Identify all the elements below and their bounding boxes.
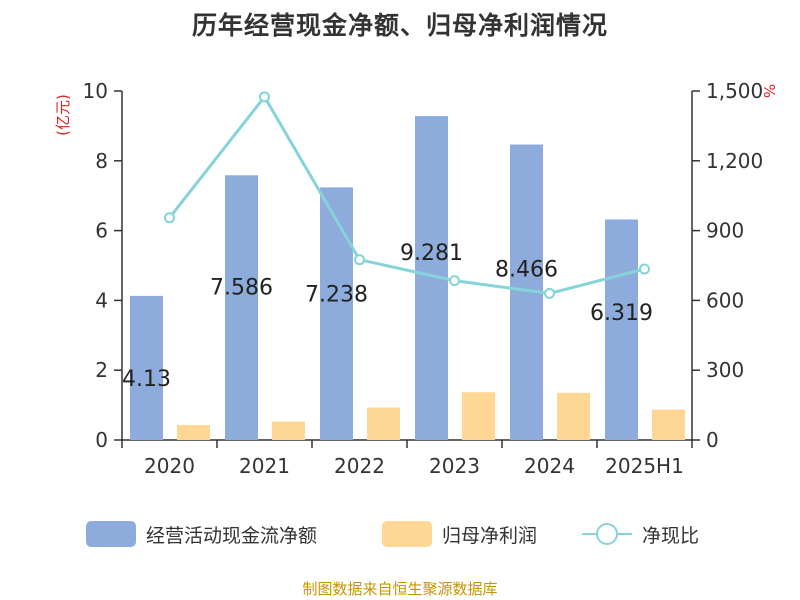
y-tick-label-right: 300: [706, 358, 744, 382]
bar-net-profit: [652, 409, 685, 440]
y-axis-title-left: (亿元): [54, 94, 72, 136]
axes-layer: 0 2 4 6 8 10 0 300 600 900 1,200 1,500 2020 2021 2022 2…: [54, 79, 778, 478]
source-note: 制图数据来自恒生聚源数据库: [302, 580, 498, 598]
x-tick-label: 2021: [239, 454, 290, 478]
legend-label-cashflow: 经营活动现金流净额: [146, 524, 318, 547]
bar-cashflow: [605, 219, 638, 440]
x-tick-label: 2020: [144, 454, 195, 478]
y-tick-label-left: 4: [95, 288, 108, 312]
bar-data-label: 4.13: [122, 367, 171, 392]
line-point-cash-ratio: [259, 91, 270, 103]
line-point-cash-ratio: [449, 275, 460, 287]
bar-net-profit: [177, 424, 210, 440]
y-tick-label-right: 600: [706, 288, 744, 312]
y-tick-label-right: 1,200: [706, 149, 763, 173]
legend-item-cash-ratio[interactable]: 净现比: [582, 520, 699, 548]
line-point-cash-ratio: [164, 212, 175, 224]
legend-swatch-cashflow: [86, 521, 136, 547]
line-cash-ratio: [168, 95, 645, 295]
bar-data-label: 9.281: [400, 241, 463, 266]
y-tick-label-right: 900: [706, 219, 744, 243]
x-tick-label: 2023: [429, 454, 480, 478]
x-tick-label: 2024: [524, 454, 575, 478]
y-tick-label-left: 0: [95, 428, 108, 452]
y-tick-label-right: 0: [706, 428, 719, 452]
legend-label-cash-ratio: 净现比: [642, 524, 700, 547]
y-tick-label-left: 6: [95, 219, 108, 243]
legend-swatch-net-profit: [382, 521, 432, 547]
y-tick-label-left: 8: [95, 149, 108, 173]
bar-data-label: 7.238: [305, 282, 368, 307]
y-tick-label-right: 1,500: [706, 79, 763, 103]
bar-cashflow: [320, 187, 353, 440]
line-layer: [164, 91, 650, 299]
bar-data-label: 7.586: [210, 275, 273, 300]
line-point-cash-ratio: [544, 287, 555, 299]
y-tick-label-left: 2: [95, 358, 108, 382]
x-tick-label: 2025H1: [605, 454, 684, 478]
chart-title: 历年经营现金净额、归母净利润情况: [191, 11, 608, 40]
line-point-cash-ratio: [639, 263, 650, 275]
bar-net-profit: [272, 421, 305, 440]
bar-net-profit: [557, 392, 590, 440]
bar-net-profit: [462, 392, 495, 440]
bar-cashflow: [225, 175, 258, 440]
bar-cashflow: [130, 295, 163, 440]
bar-data-label: 8.466: [495, 258, 558, 283]
line-point-cash-ratio: [354, 254, 365, 266]
legend-item-net-profit[interactable]: 归母净利润: [382, 520, 537, 548]
x-tick-label: 2022: [334, 454, 385, 478]
legend-item-cashflow[interactable]: 经营活动现金流净额: [86, 520, 317, 548]
y-axis-title-right: %: [760, 84, 778, 98]
bar-data-label: 6.319: [590, 301, 653, 326]
legend-line-marker-icon: [582, 523, 632, 545]
y-tick-label-left: 10: [83, 79, 108, 103]
legend-label-net-profit: 归母净利润: [442, 524, 538, 547]
data-labels-layer: 4.13 7.586 7.238 9.281 8.466 6.319: [122, 241, 653, 392]
bar-net-profit: [367, 407, 400, 440]
